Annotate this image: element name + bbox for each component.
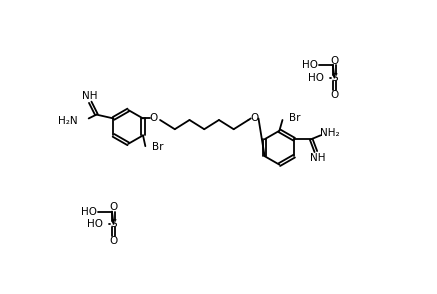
Text: NH₂: NH₂	[320, 128, 340, 138]
Text: H₂N: H₂N	[58, 116, 78, 126]
Text: S: S	[331, 73, 338, 83]
Text: NH: NH	[310, 153, 325, 163]
Text: O: O	[250, 113, 259, 123]
Text: Br: Br	[153, 142, 164, 152]
Text: HO: HO	[87, 219, 103, 229]
Text: HO: HO	[308, 73, 323, 83]
Text: S: S	[110, 219, 117, 229]
Text: O: O	[330, 56, 339, 66]
Text: HO: HO	[302, 60, 318, 70]
Text: HO: HO	[81, 207, 97, 217]
Text: O: O	[109, 202, 118, 212]
Text: O: O	[109, 236, 118, 246]
Text: NH: NH	[82, 91, 97, 101]
Text: O: O	[150, 113, 158, 123]
Text: Br: Br	[289, 113, 301, 123]
Text: O: O	[330, 90, 339, 100]
